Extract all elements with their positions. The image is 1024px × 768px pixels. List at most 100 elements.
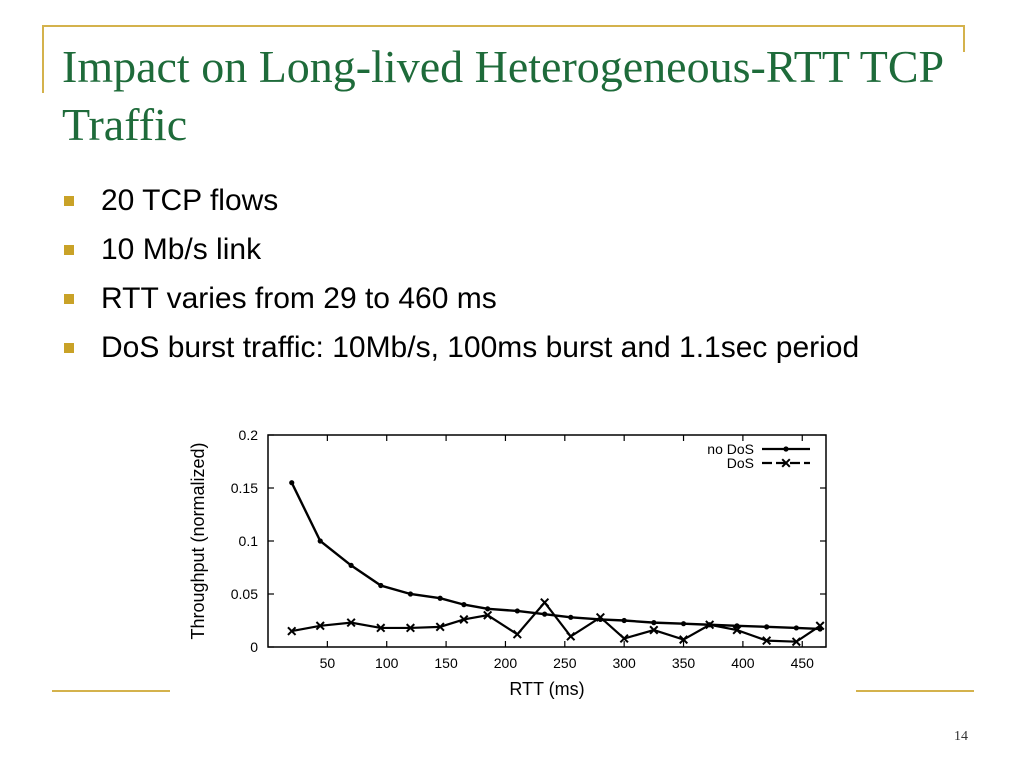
- x-tick-label: 350: [672, 655, 696, 671]
- square-bullet-icon: [64, 196, 74, 206]
- page-number: 14: [954, 729, 968, 744]
- legend-marker: [783, 446, 789, 452]
- data-point: [734, 623, 740, 629]
- bullet-item: DoS burst traffic: 10Mb/s, 100ms burst a…: [64, 331, 964, 365]
- series-line-no-dos: [290, 482, 821, 631]
- data-point: [542, 611, 548, 617]
- footer-rule-right: [856, 690, 974, 692]
- data-point: [680, 621, 687, 627]
- x-tick-label: 100: [375, 655, 399, 671]
- data-point: [621, 617, 627, 624]
- y-tick-label: 0.15: [231, 480, 258, 496]
- data-point: [315, 621, 325, 631]
- y-axis-label: Throughput (normalized): [188, 442, 208, 639]
- bullet-text: RTT varies from 29 to 460 ms: [101, 282, 497, 315]
- frame-top-line: [42, 25, 964, 27]
- x-marker-stroke: [459, 614, 469, 624]
- data-point: [485, 606, 491, 612]
- x-marker-stroke: [566, 631, 576, 641]
- x-marker-stroke: [619, 634, 629, 644]
- square-bullet-icon: [64, 343, 74, 353]
- bullet-text: DoS burst traffic: 10Mb/s, 100ms burst a…: [101, 331, 860, 364]
- bullet-item: 20 TCP flows: [64, 184, 964, 218]
- series-line-dos: [291, 600, 821, 643]
- x-tick-label: 50: [320, 655, 336, 671]
- data-point: [649, 625, 659, 635]
- bullet-list: 20 TCP flows 10 Mb/s link RTT varies fro…: [64, 184, 964, 380]
- data-point: [435, 622, 445, 632]
- y-tick-label: 0.1: [239, 533, 259, 549]
- data-point: [566, 631, 576, 641]
- data-point: [514, 608, 520, 614]
- y-tick-label: 0: [250, 639, 258, 655]
- x-marker-stroke: [781, 458, 791, 468]
- x-axis-label: RTT (ms): [509, 679, 584, 699]
- data-point: [732, 625, 742, 635]
- x-marker-stroke: [287, 626, 297, 636]
- x-marker-stroke: [376, 623, 386, 633]
- x-tick-label: 450: [791, 655, 815, 671]
- bullet-text: 20 TCP flows: [101, 184, 279, 217]
- data-point: [512, 629, 522, 639]
- x-marker-stroke: [512, 629, 522, 639]
- x-marker-stroke: [705, 620, 715, 630]
- slide-title: Impact on Long-lived Heterogeneous-RTT T…: [62, 41, 943, 150]
- square-bullet-icon: [64, 245, 74, 255]
- data-point: [317, 538, 323, 544]
- data-point: [461, 602, 467, 608]
- data-point: [378, 582, 384, 589]
- data-point: [289, 480, 295, 486]
- legend-label: no DoS: [707, 441, 754, 457]
- data-point: [437, 595, 443, 601]
- y-tick-label: 0.2: [239, 427, 259, 443]
- chart-figure: 0 0.05 0.1 0.15 0.2 50 100 150 200 250 300 350 400 4…: [170, 412, 854, 708]
- data-point: [595, 612, 605, 622]
- data-point: [407, 591, 414, 597]
- data-point: [540, 597, 550, 607]
- legend-label: DoS: [727, 455, 754, 471]
- data-point: [346, 618, 356, 628]
- x-marker-stroke: [346, 618, 356, 628]
- data-point: [679, 635, 689, 645]
- x-marker-stroke: [315, 621, 325, 631]
- data-point: [376, 623, 386, 633]
- x-tick-label: 200: [494, 655, 518, 671]
- data-point: [619, 634, 629, 644]
- x-marker-stroke: [649, 625, 659, 635]
- data-point: [815, 621, 825, 631]
- data-point: [568, 614, 574, 620]
- data-point: [459, 614, 469, 624]
- y-axis-ticks: 0 0.05 0.1 0.15 0.2: [231, 427, 826, 655]
- bullet-item: RTT varies from 29 to 460 ms: [64, 282, 964, 316]
- bullet-text: 10 Mb/s link: [101, 233, 262, 266]
- frame-right-line: [963, 25, 965, 52]
- square-bullet-icon: [64, 294, 74, 304]
- series-layer: [287, 480, 825, 647]
- legend-marker: [781, 458, 791, 468]
- x-marker-stroke: [435, 622, 445, 632]
- data-point: [705, 620, 715, 630]
- x-marker-stroke: [732, 625, 742, 635]
- data-point: [762, 636, 772, 646]
- data-point: [791, 637, 801, 647]
- data-point: [793, 625, 799, 631]
- x-marker-stroke: [483, 610, 493, 620]
- data-point: [651, 620, 657, 626]
- frame-left-line: [42, 25, 44, 93]
- x-marker-stroke: [791, 637, 801, 647]
- throughput-chart: 0 0.05 0.1 0.15 0.2 50 100 150 200 250 300 350 400 4…: [188, 427, 827, 699]
- data-point: [764, 624, 770, 630]
- data-point: [405, 623, 415, 633]
- x-marker-stroke: [540, 597, 550, 607]
- footer-rule-left: [52, 690, 170, 692]
- data-point: [287, 626, 297, 636]
- x-marker-stroke: [405, 623, 415, 633]
- x-tick-label: 300: [612, 655, 636, 671]
- x-tick-label: 250: [553, 655, 577, 671]
- x-marker-stroke: [595, 612, 605, 622]
- data-point: [348, 562, 354, 568]
- x-marker-stroke: [762, 636, 772, 646]
- x-marker-stroke: [815, 621, 825, 631]
